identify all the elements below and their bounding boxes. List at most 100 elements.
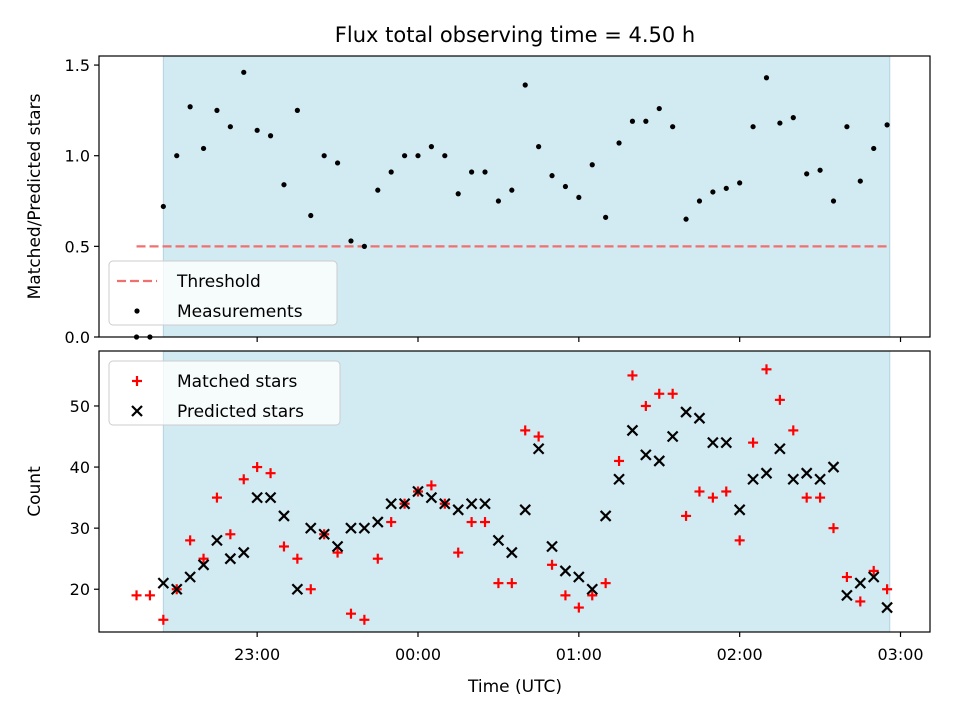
matched-star-point	[707, 492, 718, 503]
predicted-star-point	[774, 442, 786, 455]
matched-star-point	[252, 462, 263, 473]
predicted-star-point	[733, 504, 746, 516]
matched-star-point	[332, 547, 343, 558]
measurement-point	[844, 124, 850, 130]
predicted-star-point	[170, 583, 183, 596]
matched-star-point	[587, 590, 598, 601]
measurement-point	[817, 167, 823, 173]
x-b	[131, 405, 143, 417]
x-b	[573, 571, 585, 583]
predicted-star-point	[814, 473, 826, 486]
matched-star-point	[573, 602, 584, 613]
y-tick-label: 1.5	[65, 56, 90, 75]
predicted-star-point	[398, 497, 411, 510]
measurement-point	[388, 169, 394, 175]
x-b	[345, 522, 357, 534]
legend-measurement-marker	[134, 308, 140, 314]
predicted-star-point	[345, 522, 357, 534]
measurement-point	[670, 124, 676, 130]
matched-star-point	[238, 474, 249, 485]
measurement-point	[308, 212, 314, 219]
predicted-star-point	[452, 504, 464, 516]
measurement-point	[428, 144, 434, 150]
measurement-point	[643, 118, 649, 124]
matched-star-point	[841, 572, 852, 583]
matched-star-point	[868, 565, 879, 576]
predicted-star-point	[800, 467, 813, 479]
x-b	[372, 516, 384, 528]
predicted-star-point	[439, 497, 451, 510]
predicted-star-point	[854, 577, 867, 589]
x-tick-label: 00:00	[395, 645, 441, 664]
measurement-point	[227, 124, 233, 130]
matched-star-point	[828, 523, 839, 534]
measurement-point	[884, 122, 890, 128]
x-b	[278, 510, 290, 522]
predicted-star-point	[385, 497, 397, 510]
x-b	[452, 504, 464, 516]
predicted-star-point	[264, 491, 277, 504]
measurement-point	[589, 162, 595, 168]
predicted-star-point	[251, 491, 263, 504]
top-panel: 0.0 0.5 1.0 1.5 Matched/Predicted stars Thres…	[25, 55, 931, 347]
matched-star-point	[788, 425, 799, 436]
measurement-point	[187, 104, 193, 110]
x-tick-label: 01:00	[556, 645, 602, 664]
x-b	[867, 571, 880, 583]
predicted-star-point	[479, 497, 491, 510]
measurement-point	[656, 105, 662, 112]
x-b	[599, 510, 612, 522]
bottom-legend: Matched stars Predicted stars	[108, 360, 341, 426]
x-b	[264, 491, 277, 504]
predicted-star-point	[425, 491, 438, 504]
x-b	[586, 583, 599, 596]
predicted-star-point	[747, 473, 759, 486]
predicted-star-point	[881, 601, 893, 614]
measurement-point	[562, 183, 569, 190]
matched-star-point	[506, 578, 517, 589]
matched-star-point	[721, 486, 732, 497]
bottom-y-axis-label: Count	[25, 466, 45, 517]
matched-star-point	[185, 535, 196, 546]
x-tick-label: 23:00	[234, 645, 280, 664]
measurement-point	[174, 153, 180, 159]
matched-star-point	[158, 614, 169, 625]
matched-star-point	[815, 492, 826, 503]
measurement-point	[469, 169, 475, 175]
measurement-point	[241, 69, 247, 75]
predicted-star-point	[532, 442, 545, 455]
matched-star-point	[292, 553, 303, 564]
matched-star-point	[278, 541, 289, 552]
x-b	[626, 424, 639, 437]
measurement-point	[442, 153, 448, 159]
matched-star-point	[654, 388, 665, 399]
predicted-star-point	[867, 571, 880, 583]
matched-star-point	[734, 535, 745, 546]
measurement-point	[415, 153, 421, 159]
predicted-star-point	[197, 559, 210, 571]
measurement-point	[696, 198, 703, 204]
predicted-star-point	[693, 412, 706, 424]
predicted-star-point	[237, 546, 250, 559]
predicted-star-point	[224, 552, 237, 565]
x-b	[559, 565, 572, 577]
matched-star-point	[681, 510, 692, 521]
measurement-point	[160, 203, 166, 210]
predicted-star-point	[184, 571, 196, 583]
measurement-point	[710, 189, 716, 195]
matched-star-point	[386, 517, 397, 528]
matched-star-point	[493, 578, 504, 589]
x-b	[358, 522, 371, 534]
x-b	[224, 552, 237, 565]
top-legend: Threshold Measurements	[108, 260, 338, 326]
predicted-star-point	[573, 571, 585, 583]
predicted-star-point	[211, 534, 223, 547]
matched-star-point	[131, 590, 142, 601]
predicted-star-point	[291, 583, 304, 596]
predicted-star-point	[358, 522, 371, 534]
x-b	[304, 522, 317, 534]
predicted-star-point	[304, 522, 317, 534]
measurement-point	[522, 82, 528, 88]
x-b	[170, 583, 183, 596]
predicted-star-point	[278, 510, 290, 522]
